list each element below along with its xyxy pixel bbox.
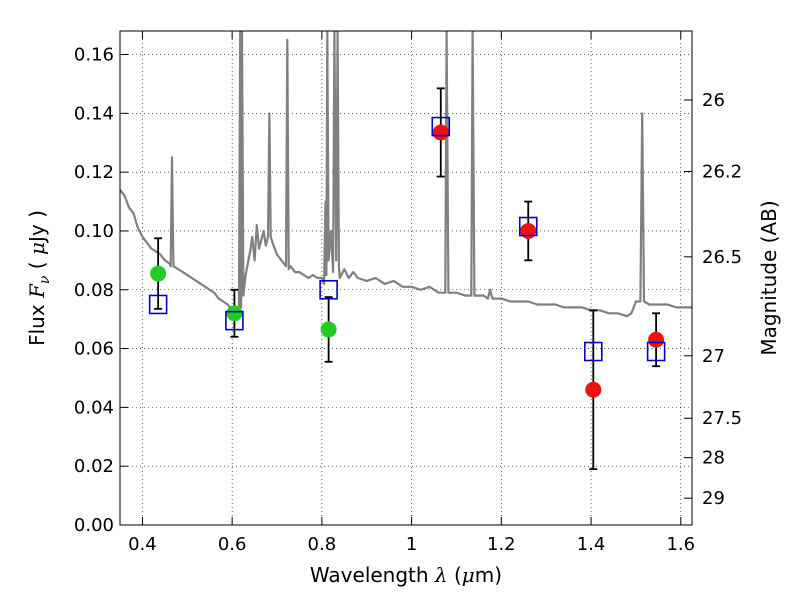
x-tick-label: 0.6 — [218, 534, 247, 555]
y-tick-label: 0.04 — [74, 397, 114, 418]
x-axis-label-mu: μ — [462, 563, 475, 587]
axis-ticks: 0.4 0.6 0.8 1 1.2 1.4 1.6 0.00 0.02 0.04 0.06 0.08 0… — [74, 31, 742, 555]
x-tick-label: 0.8 — [308, 534, 337, 555]
model-photometry-square — [319, 279, 338, 300]
y-axis-label-nu: ν — [37, 275, 53, 284]
y-tick-label: 0.10 — [74, 221, 114, 242]
green-data-point — [150, 265, 167, 282]
x-tick-label: 1.6 — [666, 534, 695, 555]
plot-frame — [119, 30, 693, 526]
y-axis-label-text: Flux — [25, 298, 49, 346]
y2-axis-label: Magnitude (AB) — [757, 200, 781, 355]
red-data-point — [585, 381, 602, 398]
model-photometry-square — [518, 216, 538, 237]
green-data-point — [320, 321, 337, 338]
plot-background — [120, 31, 692, 525]
y-tick-label: 0.08 — [74, 280, 114, 301]
x-axis-label-lambda: λ — [434, 563, 448, 587]
x-tick-label: 1.2 — [487, 534, 516, 555]
x-tick-label: 0.4 — [128, 534, 157, 555]
red-data-point — [520, 222, 537, 239]
x-axis-label: Wavelength λ (μm) — [310, 563, 502, 587]
model-photometry-square — [584, 341, 603, 362]
y-axis-label-unit: Jy ) — [25, 210, 49, 244]
y2-tick-label: 26 — [702, 90, 725, 111]
model-photometry-square — [431, 116, 451, 137]
x-axis-label-unit: m) — [475, 563, 502, 587]
spectrum-line — [120, 31, 692, 318]
data-points-layer — [148, 87, 666, 471]
x-axis-label-open: ( — [448, 563, 462, 587]
red-data-point — [648, 331, 665, 348]
y-axis-label-open: ( — [25, 255, 49, 276]
y2-tick-label: 29 — [702, 488, 725, 509]
y-tick-label: 0.14 — [74, 103, 114, 124]
model-photometry-square — [225, 310, 244, 331]
x-axis-label-text: Wavelength — [310, 563, 435, 587]
y-tick-label: 0.12 — [74, 162, 114, 183]
grid-lines — [120, 31, 692, 525]
y-axis-label: Flux Fν ( μJy ) — [25, 210, 53, 346]
y2-tick-label: 26.2 — [702, 161, 742, 182]
model-photometry-square — [148, 294, 168, 315]
green-data-point — [226, 305, 243, 322]
model-photometry-square — [646, 341, 666, 362]
spectrum-layer — [120, 31, 692, 318]
x-tick-label: 1.4 — [577, 534, 606, 555]
y-axis-label-f: F — [25, 283, 49, 299]
y2-tick-label: 26.5 — [702, 247, 742, 268]
y2-tick-label: 28 — [702, 448, 725, 469]
y-tick-label: 0.06 — [74, 339, 114, 360]
red-data-point — [432, 124, 449, 141]
y2-tick-label: 27 — [702, 346, 725, 367]
y-tick-label: 0.02 — [74, 456, 114, 477]
y-tick-label: 0.00 — [74, 515, 114, 536]
x-tick-label: 1 — [406, 534, 417, 555]
y2-tick-label: 27.5 — [702, 408, 742, 429]
y-tick-label: 0.16 — [74, 45, 114, 66]
y-axis-label-mu: μ — [25, 242, 49, 255]
